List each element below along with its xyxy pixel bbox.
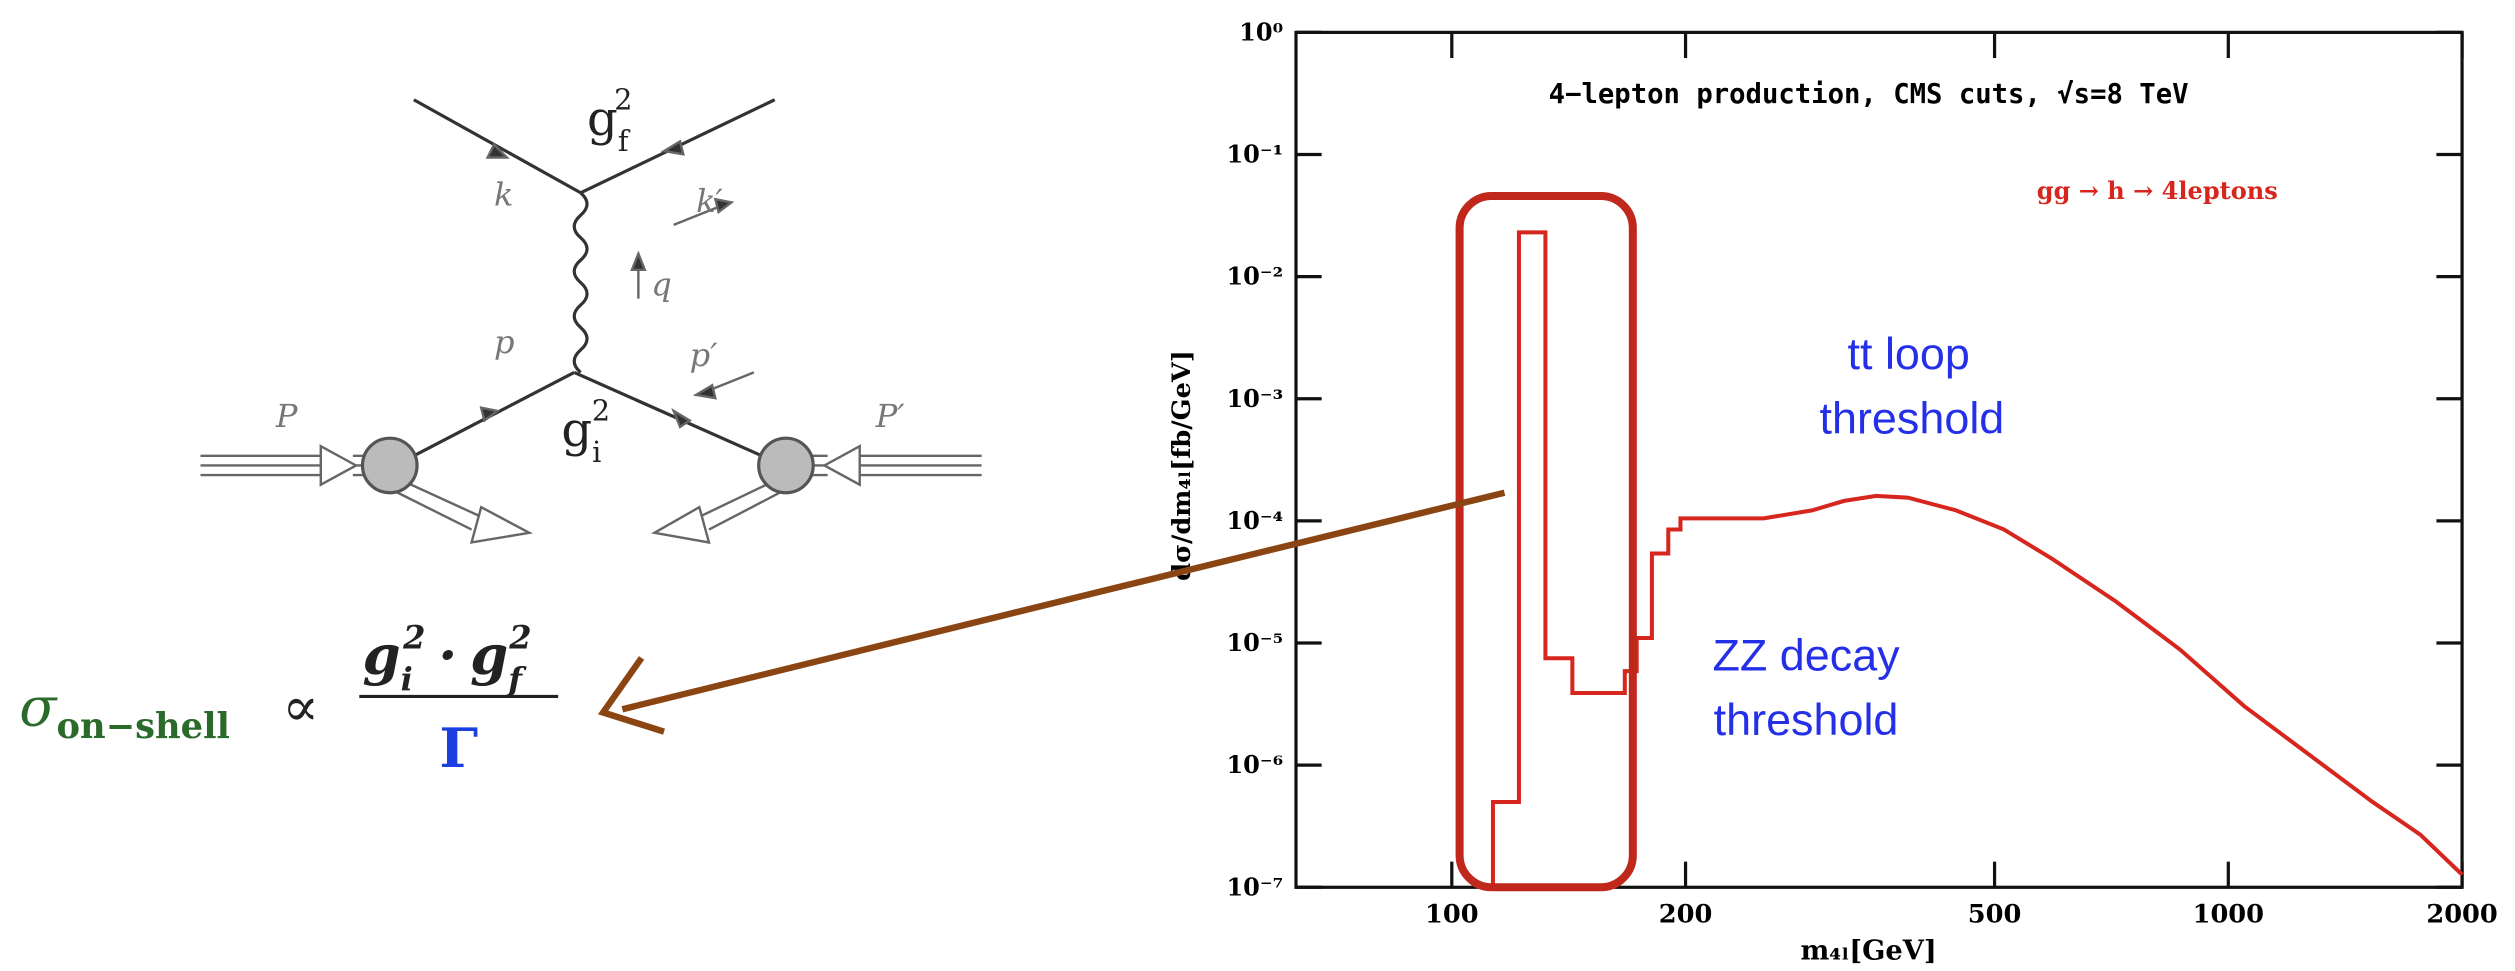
y-tick-label: 10⁻² — [1226, 262, 1283, 291]
momentum-label: P′ — [875, 397, 906, 435]
annotation: threshold — [1714, 694, 1899, 745]
x-axis-label: m₄ₗ[GeV] — [1800, 934, 1936, 966]
annotation: threshold — [1820, 392, 2005, 443]
data-line — [1490, 230, 2464, 888]
annotation: ZZ decay — [1712, 630, 1900, 681]
arrow — [621, 489, 1506, 713]
momentum-label: k — [494, 176, 513, 214]
y-tick-label: 10⁰ — [1239, 17, 1283, 46]
formula-denominator: Γ — [439, 716, 478, 780]
momentum-label: k′ — [696, 182, 723, 220]
x-tick-label: 100 — [1425, 900, 1479, 930]
x-tick-label: 1000 — [2193, 900, 2264, 930]
arrow-head — [597, 656, 666, 735]
annotation: tt loop — [1848, 328, 1970, 379]
x-tick-label: 2000 — [2426, 900, 2497, 930]
y-tick-label: 10⁻⁶ — [1226, 750, 1283, 779]
highlight-box — [1455, 191, 1637, 892]
vertex-coupling: gi2 — [561, 394, 610, 470]
y-tick-label: 10⁻⁷ — [1226, 872, 1283, 901]
vertex-coupling: gf2 — [587, 82, 632, 158]
y-axis-label: dσ/dm₄ₗ[fb/GeV] — [1167, 350, 1197, 581]
y-tick-label: 10⁻³ — [1226, 384, 1283, 413]
chart: 10⁻⁷ 10⁻⁶ 10⁻⁵ 10⁻⁴ 10⁻³ 10⁻² 10⁻¹ 10⁰ 100 200 500… — [1167, 17, 2498, 966]
feynman-diagram — [200, 98, 982, 544]
momentum-label: p — [494, 323, 515, 361]
formula-numerator: gi2 · gf2 — [362, 618, 531, 698]
momentum-label: P — [275, 397, 299, 435]
momentum-label: q — [651, 265, 672, 303]
y-tick-label: 10⁻⁵ — [1226, 628, 1283, 657]
x-tick-label: 200 — [1659, 900, 1713, 930]
y-tick-label: 10⁻⁴ — [1226, 506, 1283, 535]
legend-entry: gg → h → 4leptons — [2037, 176, 2278, 205]
momentum-label: p′ — [690, 336, 719, 374]
formula-lhs: σon−shell — [19, 674, 230, 747]
plot-frame — [1294, 30, 2464, 889]
x-tick-label: 500 — [1968, 900, 2022, 930]
formula-proportional: ∝ — [282, 674, 319, 738]
chart-title: 4−lepton production, CMS cuts, √s=8 TeV — [1549, 79, 2189, 110]
y-tick-label: 10⁻¹ — [1226, 140, 1283, 169]
